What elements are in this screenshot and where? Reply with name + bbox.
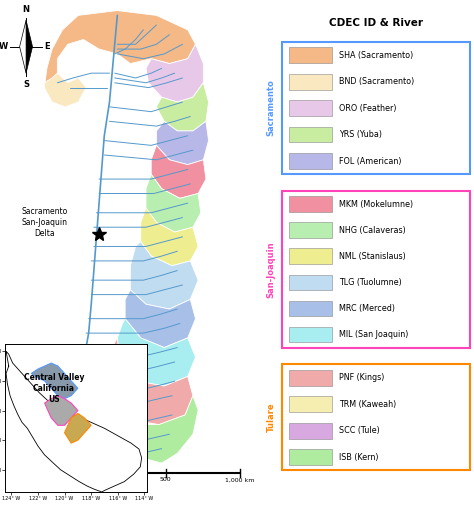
- Bar: [289, 249, 332, 264]
- Text: SHA (Sacramento): SHA (Sacramento): [339, 51, 413, 60]
- Text: S: S: [23, 80, 29, 89]
- Polygon shape: [156, 121, 209, 165]
- Bar: [289, 196, 332, 212]
- Polygon shape: [130, 242, 198, 309]
- Bar: [282, 191, 470, 348]
- Bar: [289, 423, 332, 439]
- Polygon shape: [125, 290, 196, 348]
- Text: Sacramento: Sacramento: [267, 80, 276, 136]
- Bar: [289, 300, 332, 316]
- Bar: [289, 275, 332, 290]
- Text: 1,000 km: 1,000 km: [225, 477, 255, 482]
- Polygon shape: [146, 44, 203, 102]
- Bar: [289, 47, 332, 63]
- Text: N: N: [23, 5, 29, 14]
- Text: Tulare: Tulare: [267, 403, 276, 432]
- Bar: [289, 327, 332, 342]
- Polygon shape: [109, 338, 193, 425]
- Text: PNF (Kings): PNF (Kings): [339, 373, 384, 382]
- Bar: [282, 364, 470, 470]
- Polygon shape: [156, 83, 209, 131]
- Polygon shape: [146, 174, 201, 232]
- Polygon shape: [104, 371, 144, 449]
- Bar: [282, 42, 470, 174]
- Bar: [289, 74, 332, 89]
- Text: W: W: [0, 42, 8, 51]
- Text: TRM (Kaweah): TRM (Kaweah): [339, 399, 396, 408]
- Text: Sacramento
San-Joaquin
Delta: Sacramento San-Joaquin Delta: [21, 207, 67, 238]
- Polygon shape: [128, 396, 198, 463]
- Text: 500: 500: [160, 477, 172, 482]
- Polygon shape: [31, 363, 78, 399]
- Text: BND (Sacramento): BND (Sacramento): [339, 77, 414, 86]
- Text: MKM (Mokelumne): MKM (Mokelumne): [339, 199, 413, 208]
- Text: YRS (Yuba): YRS (Yuba): [339, 130, 382, 139]
- Text: NHG (Calaveras): NHG (Calaveras): [339, 226, 406, 235]
- Text: 0: 0: [89, 477, 93, 482]
- Text: NML (Stanislaus): NML (Stanislaus): [339, 252, 406, 261]
- Text: MIL (San Joaquin): MIL (San Joaquin): [339, 330, 408, 339]
- Polygon shape: [118, 318, 196, 386]
- Text: 250: 250: [122, 477, 134, 482]
- Polygon shape: [45, 396, 78, 425]
- Bar: [289, 370, 332, 386]
- Polygon shape: [26, 20, 33, 73]
- Text: ISB (Kern): ISB (Kern): [339, 453, 378, 462]
- Bar: [289, 153, 332, 169]
- Text: FOL (American): FOL (American): [339, 157, 401, 166]
- Polygon shape: [45, 11, 196, 107]
- Polygon shape: [19, 20, 26, 73]
- Bar: [289, 100, 332, 116]
- Text: CDEC ID & River: CDEC ID & River: [329, 18, 423, 28]
- Bar: [289, 222, 332, 238]
- Text: TLG (Tuolumne): TLG (Tuolumne): [339, 278, 401, 287]
- Text: E: E: [44, 42, 50, 51]
- Polygon shape: [141, 208, 198, 266]
- Bar: [289, 449, 332, 465]
- Polygon shape: [122, 410, 170, 458]
- Polygon shape: [45, 73, 86, 107]
- Bar: [289, 126, 332, 142]
- Bar: [289, 396, 332, 412]
- Text: ORO (Feather): ORO (Feather): [339, 104, 396, 113]
- Text: SCC (Tule): SCC (Tule): [339, 426, 380, 435]
- Text: MRC (Merced): MRC (Merced): [339, 304, 395, 313]
- Polygon shape: [151, 145, 206, 198]
- Text: Central Valley
California
US: Central Valley California US: [24, 373, 84, 404]
- Polygon shape: [64, 414, 91, 443]
- Text: San-Joaquin: San-Joaquin: [267, 241, 276, 298]
